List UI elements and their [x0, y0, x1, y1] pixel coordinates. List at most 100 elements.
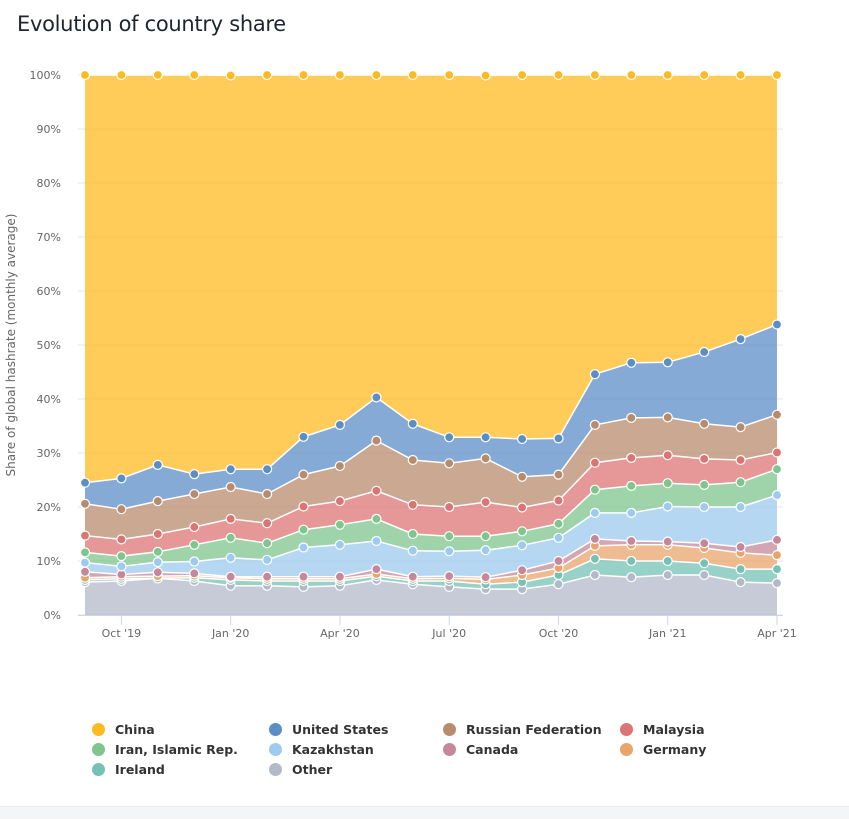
data-point — [189, 521, 200, 533]
data-point — [262, 69, 273, 81]
legend-label: Malaysia — [643, 722, 705, 737]
legend-label: Other — [292, 762, 333, 777]
data-point — [298, 469, 309, 480]
x-tick-label: Jan '21 — [648, 627, 686, 640]
data-point — [189, 69, 200, 81]
data-point — [699, 69, 710, 81]
data-point — [371, 513, 382, 525]
data-point — [480, 497, 491, 508]
data-point — [262, 488, 273, 500]
data-point — [771, 69, 783, 81]
data-point — [516, 502, 528, 513]
data-point — [516, 540, 528, 551]
data-point — [152, 556, 163, 568]
area-germany — [85, 544, 777, 585]
data-point — [225, 70, 236, 81]
data-point — [334, 519, 345, 530]
area-ireland — [85, 558, 777, 590]
data-point — [735, 334, 746, 345]
data-point — [262, 518, 273, 529]
legend-item-united-states[interactable]: United States — [269, 722, 388, 737]
data-points — [79, 69, 783, 595]
data-point — [480, 432, 491, 443]
data-point — [189, 568, 200, 579]
line-iran-islamic-rep- — [84, 468, 778, 557]
data-point — [262, 571, 273, 582]
data-point — [79, 477, 91, 488]
legend-marker-icon — [620, 743, 633, 756]
legend-label: Kazakhstan — [292, 742, 374, 757]
legend-item-malaysia[interactable]: Malaysia — [620, 722, 705, 737]
data-point — [371, 535, 382, 547]
data-point — [444, 531, 455, 542]
data-point — [79, 498, 91, 509]
data-point — [735, 501, 746, 513]
data-point — [553, 469, 564, 480]
data-point — [626, 555, 637, 567]
data-point — [662, 412, 673, 423]
data-point — [444, 458, 455, 469]
data-point — [735, 541, 746, 553]
y-axis-title: Share of global hashrate (monthly averag… — [4, 214, 18, 477]
data-point — [771, 534, 783, 546]
legend-marker-icon — [443, 723, 456, 736]
y-tick-label: 10% — [37, 555, 61, 568]
line-united-states — [84, 323, 778, 484]
data-point — [298, 524, 309, 535]
data-point — [626, 69, 637, 81]
legend-item-other[interactable]: Other — [269, 762, 332, 777]
data-point — [407, 545, 418, 556]
data-point — [225, 532, 236, 543]
data-point — [225, 513, 236, 525]
data-point — [771, 464, 783, 475]
data-point — [699, 558, 710, 569]
data-point — [553, 532, 564, 543]
line-malaysia — [84, 451, 778, 541]
data-point — [480, 531, 491, 542]
y-tick-label: 30% — [37, 447, 61, 460]
data-point — [699, 346, 710, 358]
area-other — [85, 575, 777, 615]
data-point — [152, 69, 163, 81]
data-point — [116, 69, 127, 81]
data-point — [334, 571, 345, 582]
data-point — [116, 561, 127, 572]
data-point — [626, 357, 637, 368]
data-point — [771, 490, 783, 501]
data-point — [116, 504, 127, 515]
x-tick-label: Apr '20 — [320, 627, 360, 640]
data-point — [334, 460, 345, 472]
data-point — [152, 459, 163, 470]
y-tick-label: 100% — [30, 69, 61, 82]
line-kazakhstan — [84, 494, 778, 568]
legend-label: United States — [292, 722, 389, 737]
series-lines — [84, 74, 778, 590]
legend-marker-icon — [269, 723, 282, 736]
area-china — [85, 75, 777, 483]
legend-item-kazakhstan[interactable]: Kazakhstan — [269, 742, 374, 757]
data-point — [589, 419, 601, 430]
x-tick-label: Oct '19 — [102, 627, 142, 640]
legend-marker-icon — [620, 723, 633, 736]
data-point — [334, 69, 345, 81]
data-point — [298, 542, 309, 553]
data-point — [699, 418, 710, 429]
y-tick-label: 0% — [44, 609, 61, 622]
legend-item-ireland[interactable]: Ireland — [92, 762, 165, 777]
data-point — [699, 501, 710, 513]
data-point — [298, 431, 309, 442]
data-point — [407, 454, 418, 466]
data-point — [407, 499, 418, 510]
data-point — [407, 418, 418, 429]
y-tick-label: 70% — [37, 231, 61, 244]
legend-item-china[interactable]: China — [92, 722, 155, 737]
legend-item-germany[interactable]: Germany — [620, 742, 706, 757]
data-point — [589, 484, 601, 495]
legend-item-russian-federation[interactable]: Russian Federation — [443, 722, 602, 737]
legend-marker-icon — [443, 743, 456, 756]
legend-item-iran[interactable]: Iran, Islamic Rep. — [92, 742, 238, 757]
legend-label: Iran, Islamic Rep. — [115, 742, 238, 757]
data-point — [589, 369, 601, 380]
data-point — [444, 570, 455, 582]
legend-item-canada[interactable]: Canada — [443, 742, 518, 757]
